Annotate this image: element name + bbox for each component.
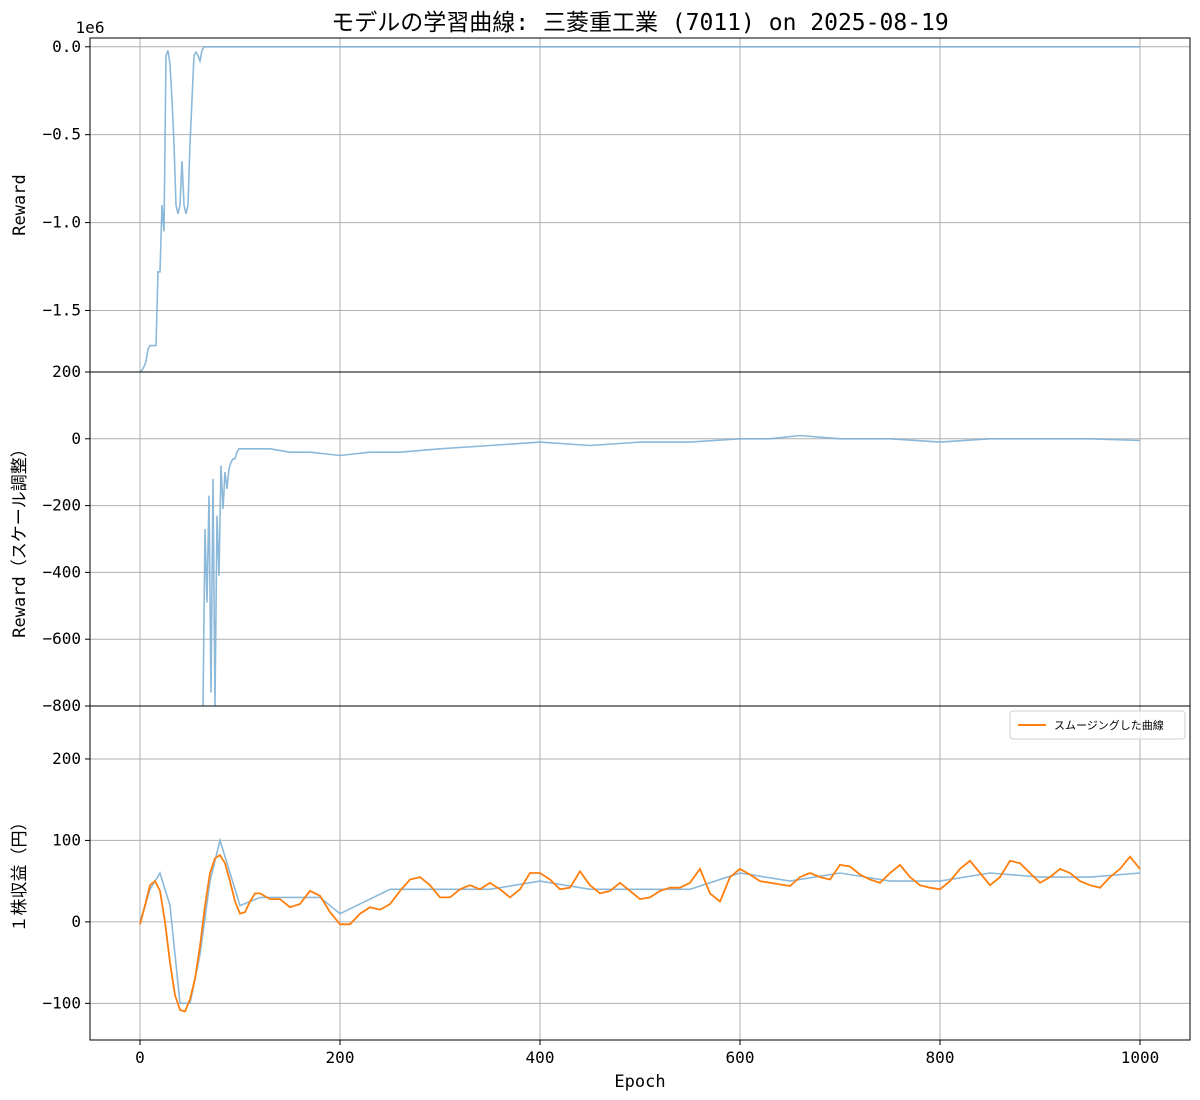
epoch-xtick-label: 200 [326,1048,355,1067]
reward-scaled-ytick-label: −800 [42,696,81,715]
epoch-xtick-label: 400 [526,1048,555,1067]
reward-y-axis-label: Reward [10,174,30,235]
epoch-xtick-label: 1000 [1121,1048,1160,1067]
legend-box [1009,710,1186,740]
eps-y-axis-label: １株収益（円） [10,814,30,933]
reward-scaled-series-line [202,434,1141,707]
reward-scaled-ytick-label: 200 [52,362,81,381]
reward-scaled-ytick-label: 0 [71,429,81,448]
legend-label: スムージングした曲線 [1054,718,1164,732]
reward-ytick-label: −0.5 [42,125,81,144]
reward-ytick-label: −1.0 [42,213,81,232]
eps-ytick-label: 100 [52,830,81,849]
reward-scaled-ytick-label: −400 [42,562,81,581]
reward-scaled-y-axis-label: Reward（スケール調整） [10,440,30,637]
reward-ytick-label: −1.5 [42,300,81,319]
eps-ytick-label: −100 [42,993,81,1012]
legend: スムージングした曲線 [1009,710,1186,740]
eps-ytick-label: 0 [71,912,81,931]
reward-scaled-ytick-label: −200 [42,496,81,515]
smoothed-curve-line [139,853,1141,1013]
chart-title: モデルの学習曲線: 三菱重工業 (7011) on 2025-08-19 [331,10,949,36]
epoch-xtick-label: 800 [926,1048,955,1067]
offset-text: 1e6 [76,18,105,37]
epoch-xtick-label: 600 [726,1048,755,1067]
eps-ytick-label: 200 [52,749,81,768]
epoch-xtick-label: 0 [135,1048,145,1067]
reward-scaled-ytick-label: −600 [42,629,81,648]
reward-ytick-label: 0.0 [52,37,81,56]
reward-panel: 0.0 −0.5 −1.0 −1.5 Reward 1e6 [10,18,1191,373]
eps-series-line [139,837,1141,1005]
reward-series-line [139,45,1140,373]
eps-axes-frame [89,705,1191,1041]
x-axis-label: Epoch [614,1072,665,1092]
